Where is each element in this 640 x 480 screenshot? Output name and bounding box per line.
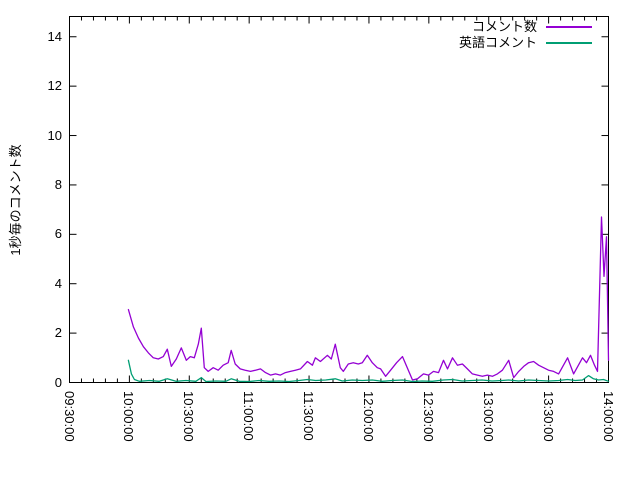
y-tick-label: 10 xyxy=(47,127,62,143)
legend-item-comments: コメント数 xyxy=(472,19,592,34)
legend-item-english-comments: 英語コメント xyxy=(459,35,592,50)
legend-label-english-comments: 英語コメント xyxy=(458,35,537,50)
x-tick-label: 13:00:00 xyxy=(480,391,496,442)
x-tick-label: 12:30:00 xyxy=(420,391,436,442)
y-tick-label: 6 xyxy=(54,226,62,242)
legend-label-comments: コメント数 xyxy=(471,19,537,34)
x-tick-label: 12:00:00 xyxy=(360,391,376,442)
x-tick-label: 11:00:00 xyxy=(241,391,257,441)
plot-border xyxy=(69,16,609,383)
y-tick-label: 0 xyxy=(54,374,62,390)
y-tick-label: 14 xyxy=(47,28,62,44)
legend: コメント数 英語コメント xyxy=(459,19,592,50)
y-tick-label: 4 xyxy=(54,275,62,291)
series-line-0 xyxy=(127,216,610,381)
x-tick-label: 11:30:00 xyxy=(301,391,317,441)
legend-line-sample-english-comments xyxy=(546,41,592,44)
series-line-1 xyxy=(127,359,610,383)
x-tick-label: 10:30:00 xyxy=(181,391,197,442)
y-tick-label: 2 xyxy=(54,325,62,341)
y-tick-label: 8 xyxy=(54,176,62,192)
y-tick-label: 12 xyxy=(47,78,62,94)
x-tick-label: 10:00:00 xyxy=(121,391,137,442)
y-axis-title: 1秒毎のコメント数 xyxy=(8,144,23,256)
x-tick-label: 13:30:00 xyxy=(540,391,556,442)
x-tick-label: 09:30:00 xyxy=(61,391,77,442)
x-tick-label: 14:00:00 xyxy=(600,391,616,442)
legend-line-sample-comments xyxy=(546,25,592,28)
